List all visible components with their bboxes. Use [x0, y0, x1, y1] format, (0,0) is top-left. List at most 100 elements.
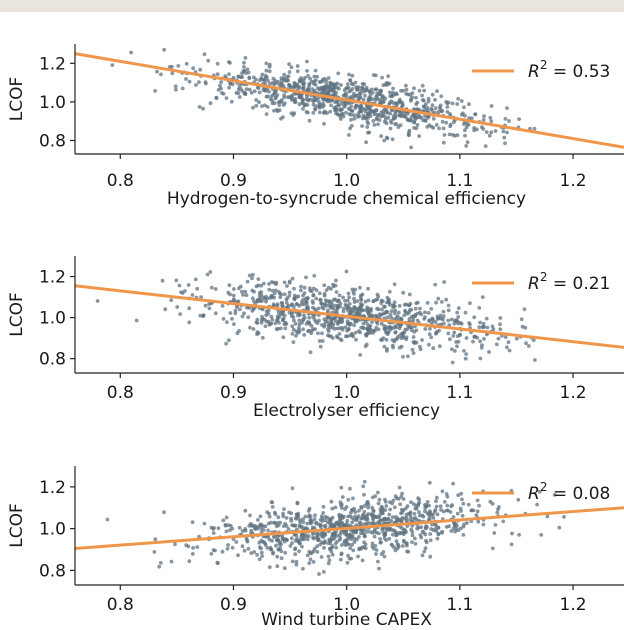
scatter-point — [377, 515, 381, 520]
scatter-point — [198, 313, 203, 318]
legend: R2 = 0.21 — [472, 270, 610, 294]
scatter-point — [365, 517, 370, 522]
scatter-point — [435, 536, 440, 541]
scatter-point — [382, 138, 387, 143]
scatter-point — [390, 528, 395, 533]
scatter-point — [417, 114, 422, 119]
scatter-point — [451, 515, 456, 519]
scatter-point — [394, 315, 399, 320]
scatter-point — [215, 560, 220, 565]
scatter-point — [450, 101, 455, 106]
scatter-point — [498, 322, 502, 327]
scatter-point — [227, 283, 232, 288]
scatter-point — [339, 485, 344, 490]
scatter-point — [416, 503, 420, 508]
scatter-point — [401, 290, 406, 295]
scatter-point — [362, 532, 367, 536]
scatter-point — [390, 338, 395, 342]
scatter-point — [252, 550, 257, 554]
scatter-point — [316, 306, 321, 311]
scatter-point — [338, 337, 342, 341]
scatter-point — [489, 130, 494, 135]
scatter-point — [312, 536, 316, 541]
scatter-point — [340, 318, 345, 322]
scatter-point — [184, 543, 189, 548]
scatter-point — [163, 307, 168, 312]
scatter-point — [346, 101, 350, 106]
scatter-point — [230, 317, 234, 321]
scatter-point — [425, 301, 430, 305]
scatter-point — [345, 518, 350, 523]
scatter-point — [265, 105, 270, 109]
scatter-point — [334, 290, 339, 294]
scatter-point — [242, 68, 247, 73]
scatter-point — [307, 561, 312, 565]
scatter-point — [374, 325, 379, 330]
scatter-point — [250, 308, 255, 313]
scatter-point — [434, 499, 438, 504]
scatter-point — [337, 533, 342, 537]
scatter-point — [411, 335, 416, 339]
scatter-point — [389, 519, 394, 523]
scatter-point — [211, 548, 216, 552]
scatter-point — [420, 98, 425, 102]
scatter-point — [381, 108, 386, 113]
scatter-point — [501, 129, 506, 134]
scatter-point — [281, 76, 286, 80]
scatter-point — [184, 61, 189, 66]
scatter-point — [254, 103, 259, 108]
scatter-point — [446, 331, 451, 336]
scatter-points — [95, 269, 537, 365]
scatter-point — [394, 109, 398, 114]
scatter-point — [261, 295, 266, 300]
scatter-point — [438, 313, 443, 318]
scatter-point — [305, 553, 310, 558]
scatter-point — [306, 74, 310, 78]
scatter-point — [312, 273, 317, 278]
scatter-point — [270, 317, 275, 322]
scatter-point — [282, 566, 287, 571]
y-axis-label: LCOF — [7, 77, 27, 122]
scatter-point — [402, 302, 407, 307]
scatter-point — [326, 76, 331, 80]
scatter-point — [397, 485, 402, 490]
x-axis-label: Electrolyser efficiency — [253, 401, 440, 421]
scatter-point — [274, 95, 278, 100]
scatter-point — [423, 503, 427, 507]
scatter-point — [310, 519, 314, 524]
scatter-point — [340, 516, 345, 520]
scatter-point — [331, 89, 336, 94]
scatter-point — [333, 100, 338, 105]
scatter-point — [366, 502, 371, 507]
scatter-point — [391, 498, 396, 503]
scatter-point — [313, 513, 317, 518]
scatter-point — [372, 123, 377, 127]
scatter-point — [254, 98, 259, 102]
scatter-point — [297, 78, 302, 82]
scatter-point — [286, 74, 291, 78]
scatter-point — [199, 295, 204, 299]
x-tick-label: 0.8 — [107, 171, 134, 191]
scatter-points — [110, 47, 537, 150]
scatter-point — [326, 554, 331, 559]
scatter-point — [343, 91, 348, 96]
scatter-point — [516, 497, 521, 502]
scatter-point — [385, 315, 390, 320]
scatter-point — [313, 327, 317, 331]
scatter-point — [414, 126, 419, 131]
scatter-point — [245, 67, 250, 72]
scatter-point — [220, 549, 225, 554]
scatter-point — [252, 289, 256, 294]
scatter-point — [460, 513, 465, 518]
scatter-point — [371, 521, 375, 526]
scatter-point — [492, 531, 497, 535]
scatter-point — [266, 319, 271, 324]
scatter-point — [338, 304, 342, 309]
scatter-point — [371, 546, 376, 551]
scatter-point — [330, 506, 335, 511]
scatter-point — [314, 288, 319, 293]
scatter-point — [358, 353, 363, 357]
scatter-point — [531, 338, 536, 342]
scatter-point — [506, 340, 511, 345]
